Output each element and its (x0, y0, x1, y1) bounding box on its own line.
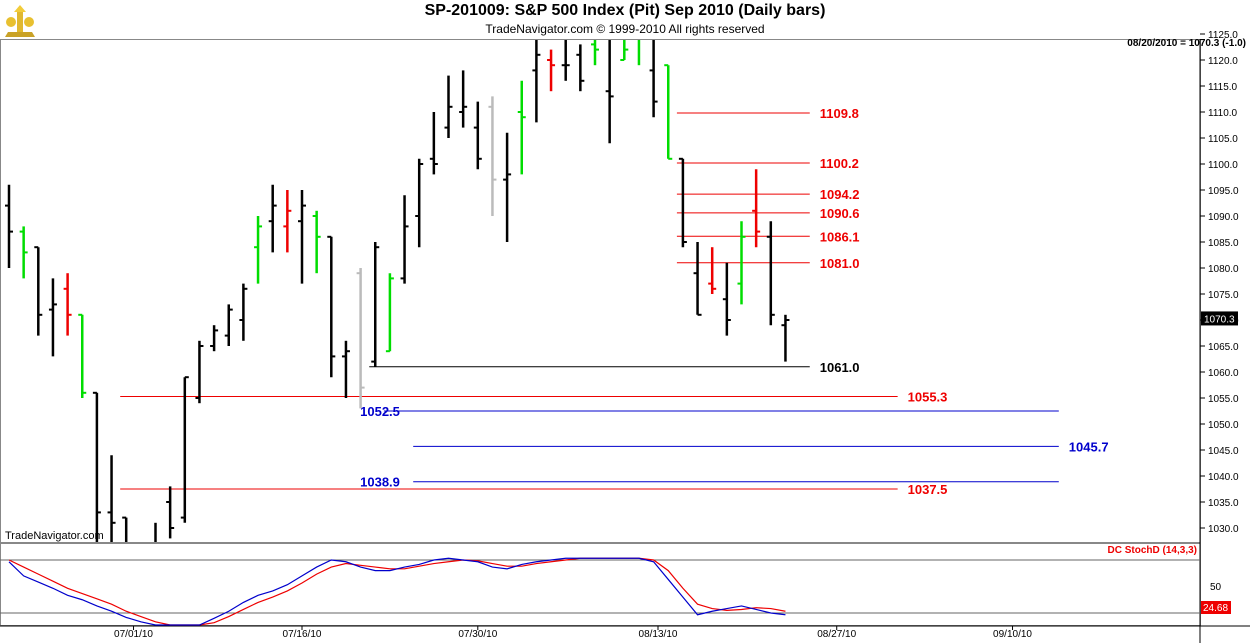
ohlc-bars (5, 40, 790, 542)
price-tick-label: 1075.0 (1208, 290, 1239, 301)
level-label: 1061.0 (820, 360, 860, 375)
price-tick-label: 1055.0 (1208, 394, 1239, 405)
last-quote-label: 08/20/2010 = 1070.3 (-1.0) (1127, 38, 1246, 49)
date-tick-label: 07/30/10 (458, 629, 497, 640)
level-label: 1090.6 (820, 206, 860, 221)
stoch-value-label: 24.68 (1203, 603, 1228, 614)
price-tick-label: 1105.0 (1208, 134, 1238, 145)
date-tick-label: 07/16/10 (283, 629, 322, 640)
date-tick-label: 09/10/10 (993, 629, 1032, 640)
date-tick-label: 08/13/10 (639, 629, 678, 640)
chart-title: SP-201009: S&P 500 Index (Pit) Sep 2010 … (424, 2, 826, 19)
stoch-tick-label: 50 (1210, 582, 1222, 593)
level-label: 1037.5 (908, 482, 948, 497)
stoch-k-line (8, 557, 786, 626)
level-label: 1109.8 (820, 106, 859, 121)
price-tick-label: 1085.0 (1208, 238, 1239, 249)
price-tick-label: 1120.0 (1208, 56, 1238, 67)
watermark-label: TradeNavigator.com (5, 530, 104, 542)
level-label: 1086.1 (820, 229, 860, 244)
price-tick-label: 1095.0 (1208, 186, 1239, 197)
trade-navigator-logo (2, 4, 38, 38)
price-tick-label: 1050.0 (1208, 420, 1239, 431)
level-label: 1038.9 (360, 475, 400, 490)
fibonacci-levels: 1109.8 1100.2 1094.2 1090.6 1086.1 1081.0 1061… (120, 106, 1109, 497)
stochastic-panel: DC StochD (14,3,3) 50 24.68 (0, 545, 1231, 626)
stoch-value-tag (1201, 601, 1231, 614)
level-label: 1045.7 (1069, 439, 1109, 454)
price-tick-label: 1040.0 (1208, 472, 1239, 483)
stoch-title: DC StochD (14,3,3) (1108, 545, 1197, 556)
price-tick-label: 1115.0 (1208, 82, 1238, 93)
date-axis: 07/01/10 07/16/10 07/30/10 08/13/10 08/27/10… (114, 626, 1032, 640)
level-label: 1094.2 (820, 187, 860, 202)
level-label: 1081.0 (820, 256, 860, 271)
price-panel-frame (0, 39, 1201, 543)
level-label: 1052.5 (360, 404, 400, 419)
current-price-label: 1070.3 (1204, 314, 1235, 325)
price-tick-label: 1090.0 (1208, 212, 1239, 223)
price-tick-label: 1110.0 (1208, 108, 1238, 119)
date-tick-label: 07/01/10 (114, 629, 153, 640)
price-tick-label: 1065.0 (1208, 342, 1239, 353)
price-tick-label: 1030.0 (1208, 524, 1239, 535)
level-label: 1100.2 (820, 156, 859, 171)
price-tick-label: 1125.0 (1208, 30, 1238, 41)
price-axis: 1030.0 1035.0 1040.0 1045.0 1050.0 1055.0 1060… (1200, 30, 1239, 535)
current-price-tag (1201, 311, 1238, 326)
price-tick-label: 1080.0 (1208, 264, 1239, 275)
price-tick-label: 1060.0 (1208, 368, 1239, 379)
price-tick-label: 1100.0 (1208, 160, 1238, 171)
date-tick-label: 08/27/10 (817, 629, 856, 640)
chart-subtitle: TradeNavigator.com © 1999-2010 All right… (485, 22, 765, 36)
level-label: 1055.3 (908, 389, 948, 404)
price-tick-label: 1045.0 (1208, 446, 1239, 457)
price-tick-label: 1035.0 (1208, 498, 1239, 509)
